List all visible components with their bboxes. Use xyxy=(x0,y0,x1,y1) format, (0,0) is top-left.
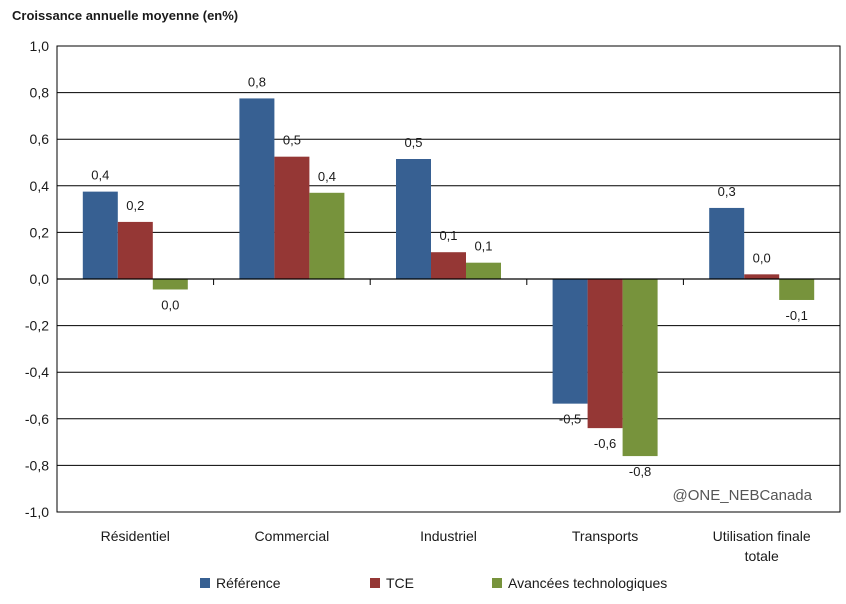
data-label: 0,5 xyxy=(283,133,301,148)
y-tick-label: 0,0 xyxy=(30,271,50,287)
data-label: 0,5 xyxy=(404,135,422,150)
y-tick-label: -0,4 xyxy=(25,364,49,380)
y-tick-label: -0,8 xyxy=(25,457,49,473)
legend-item: Référence xyxy=(200,575,281,591)
y-tick-label: -0,6 xyxy=(25,411,49,427)
y-tick-label: 1,0 xyxy=(30,38,50,54)
bar xyxy=(622,279,658,457)
data-label: 0,1 xyxy=(474,239,492,254)
bar xyxy=(82,191,118,279)
y-tick-label: 0,4 xyxy=(30,178,50,194)
legend-label: Référence xyxy=(216,575,281,591)
bar xyxy=(587,279,623,429)
x-tick-label: Transports xyxy=(572,528,638,544)
legend-label: Avancées technologiques xyxy=(508,575,668,591)
data-label: 0,2 xyxy=(126,198,144,213)
bar xyxy=(552,279,588,404)
data-label: 0,1 xyxy=(439,228,457,243)
legend-swatch xyxy=(200,578,210,588)
data-label: 0,3 xyxy=(718,184,736,199)
legend-swatch xyxy=(370,578,380,588)
legend-item: TCE xyxy=(370,575,414,591)
bar xyxy=(117,221,153,279)
data-label: -0,1 xyxy=(785,308,807,323)
legend: Référence TCE Avancées technologiques xyxy=(0,575,846,597)
watermark: @ONE_NEBCanada xyxy=(673,487,813,504)
bar xyxy=(709,207,745,279)
data-label: -0,8 xyxy=(629,464,651,479)
data-label: -0,6 xyxy=(594,436,616,451)
bar xyxy=(274,156,310,279)
y-tick-label: -0,2 xyxy=(25,318,49,334)
bar xyxy=(309,192,345,279)
y-tick-label: 0,2 xyxy=(30,224,50,240)
data-label: 0,4 xyxy=(91,168,109,183)
data-label: 0,0 xyxy=(753,250,771,265)
legend-swatch xyxy=(492,578,502,588)
x-tick-label: Utilisation finale totale xyxy=(713,528,811,564)
x-tick-label: Industriel xyxy=(420,528,477,544)
bar xyxy=(152,279,188,290)
legend-label: TCE xyxy=(386,575,414,591)
legend-item: Avancées technologiques xyxy=(492,575,667,591)
bar xyxy=(779,279,815,300)
bar xyxy=(396,159,431,279)
y-tick-label: -1,0 xyxy=(25,504,49,520)
x-tick-label: Résidentiel xyxy=(101,528,170,544)
data-label: 0,4 xyxy=(318,169,336,184)
data-label: 0,8 xyxy=(248,74,266,89)
x-tick-label: Commercial xyxy=(255,528,330,544)
data-label: 0,0 xyxy=(161,297,179,312)
y-tick-label: 0,8 xyxy=(30,85,50,101)
data-label: -0,5 xyxy=(559,412,581,427)
bar xyxy=(239,98,275,279)
bar xyxy=(744,274,780,279)
chart-title: Croissance annuelle moyenne (en%) xyxy=(12,8,239,23)
bar xyxy=(466,262,501,279)
y-tick-label: 0,6 xyxy=(30,131,50,147)
bar xyxy=(431,252,466,279)
